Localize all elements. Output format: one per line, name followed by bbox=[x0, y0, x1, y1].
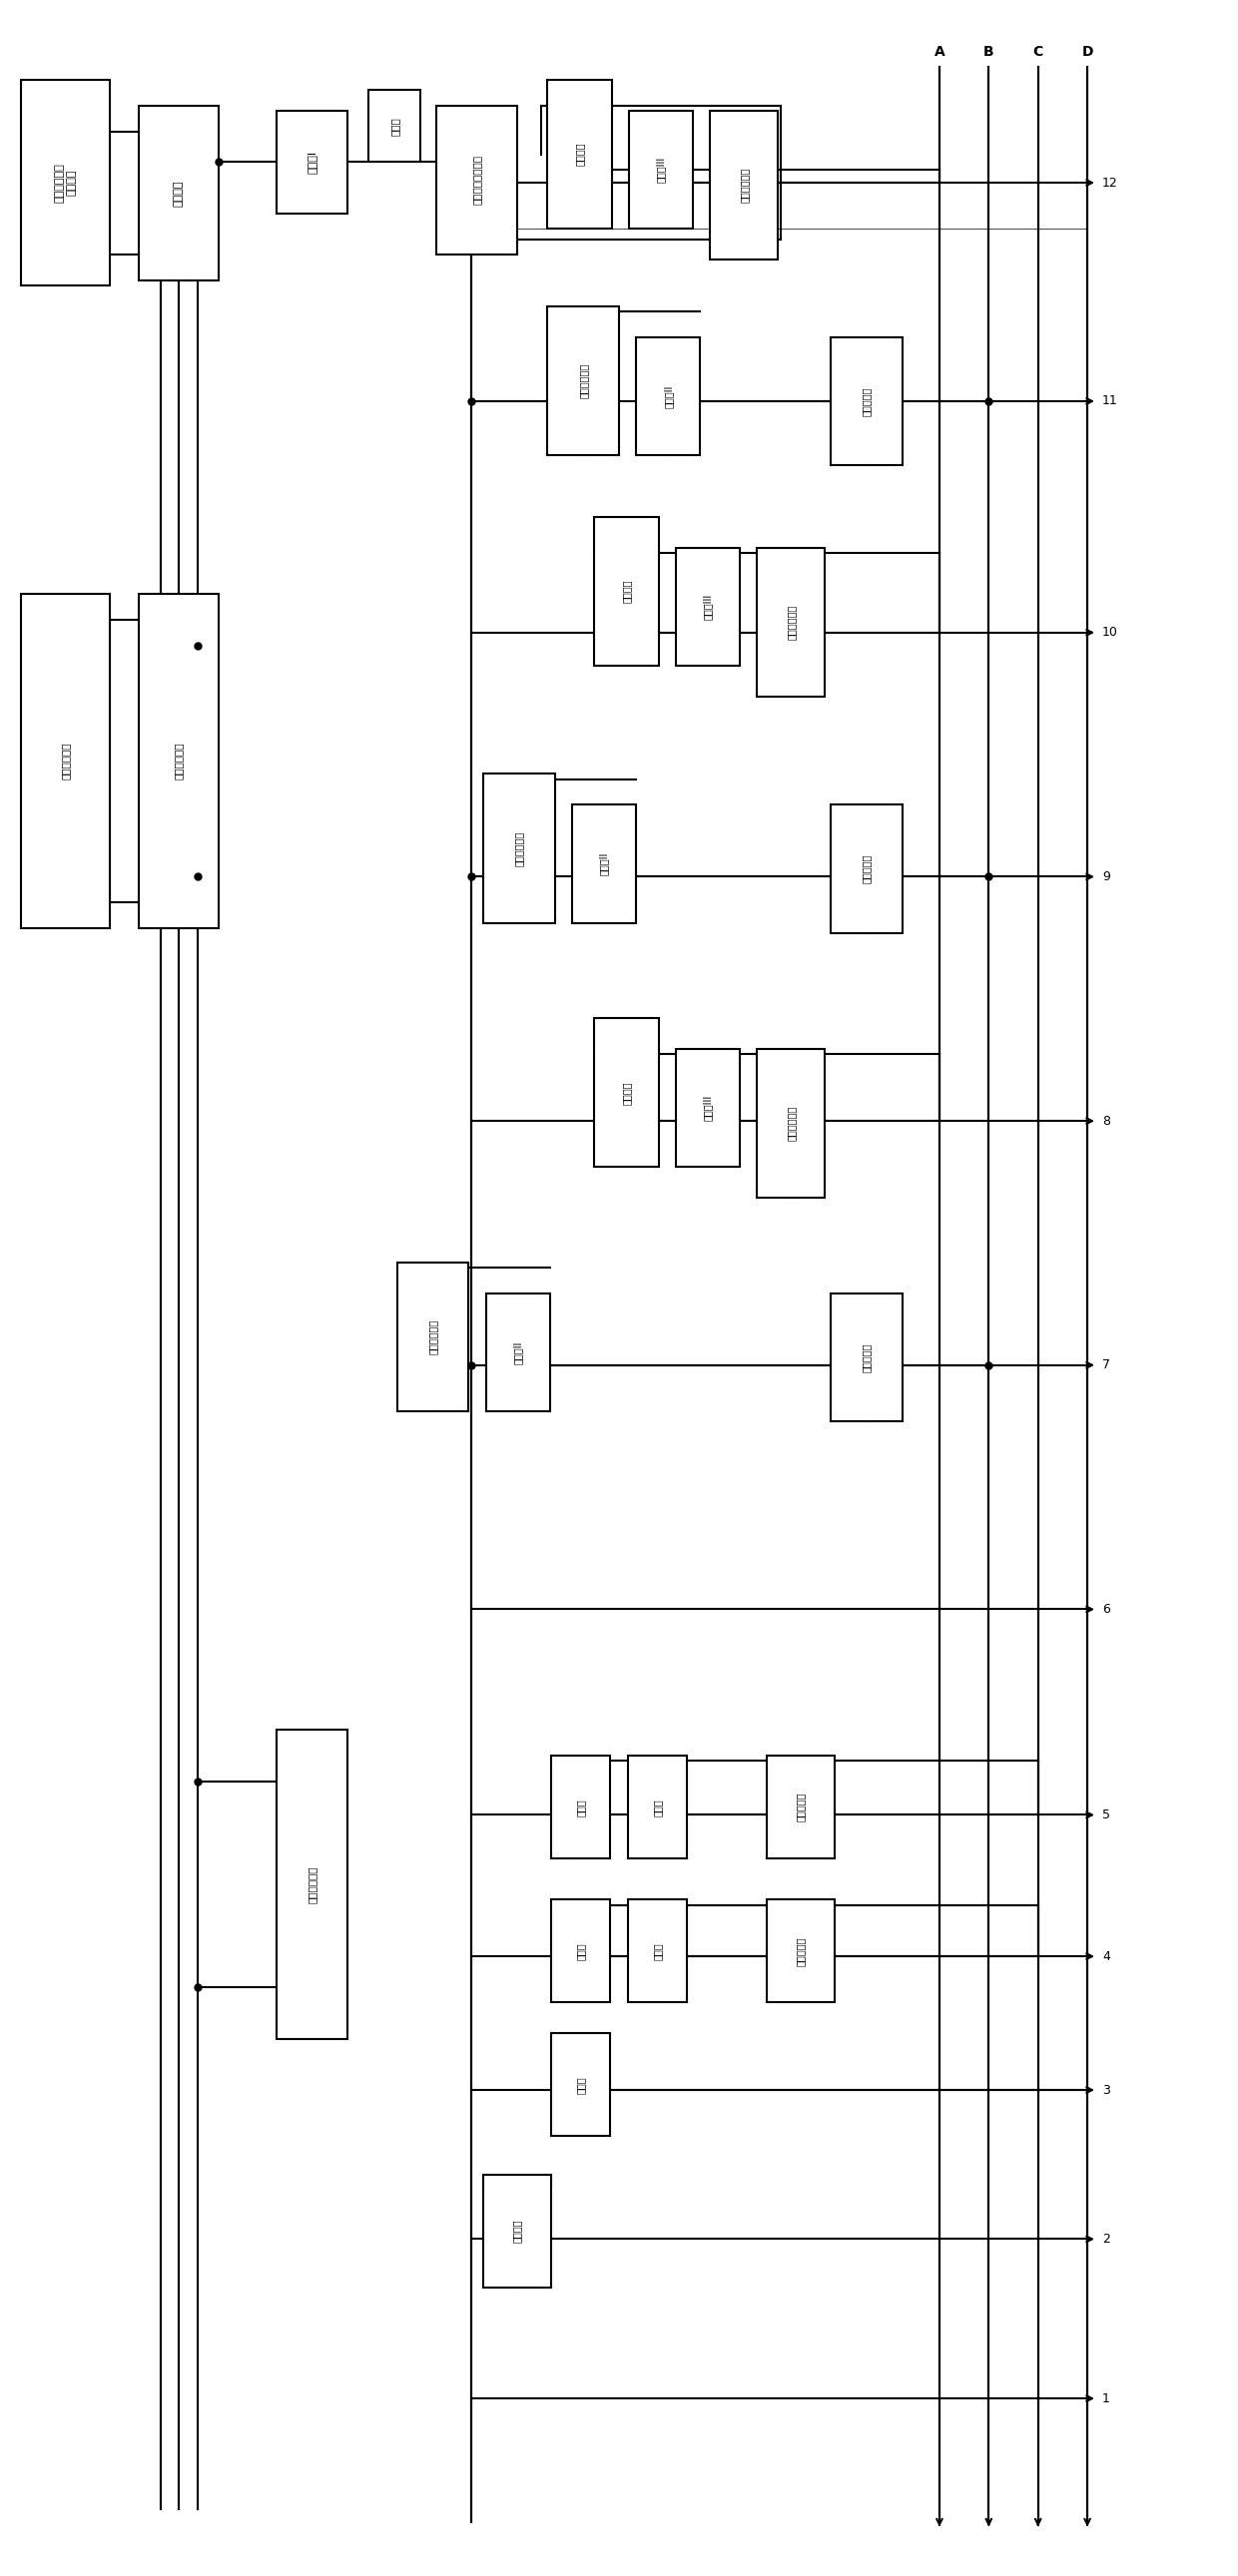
Bar bbox=[483, 2174, 551, 2287]
Bar bbox=[711, 111, 777, 260]
Text: 11: 11 bbox=[1102, 394, 1118, 407]
Bar bbox=[276, 111, 348, 214]
Bar bbox=[628, 1899, 687, 2002]
Bar bbox=[766, 1899, 834, 2002]
Bar bbox=[547, 307, 619, 456]
Bar bbox=[551, 1899, 610, 2002]
Text: 红灯指示单元: 红灯指示单元 bbox=[739, 167, 749, 204]
Bar bbox=[766, 1757, 834, 1860]
Bar bbox=[756, 549, 825, 696]
Text: 控制单元: 控制单元 bbox=[173, 180, 183, 206]
Bar bbox=[629, 111, 693, 229]
Bar bbox=[369, 90, 421, 162]
Bar bbox=[21, 80, 110, 286]
Bar bbox=[485, 1293, 550, 1412]
Text: 电流波检单元: 电流波检单元 bbox=[173, 742, 183, 781]
Point bbox=[979, 1345, 999, 1386]
Text: 6: 6 bbox=[1102, 1602, 1110, 1615]
Text: 9: 9 bbox=[1102, 871, 1110, 884]
Bar bbox=[551, 1757, 610, 1860]
Text: 无线发送控制模块: 无线发送控制模块 bbox=[472, 155, 482, 206]
Text: 红灯指示单元: 红灯指示单元 bbox=[786, 605, 796, 639]
Text: 继电器: 继电器 bbox=[576, 2076, 586, 2094]
Bar bbox=[676, 549, 740, 667]
Point bbox=[188, 855, 208, 896]
Text: A: A bbox=[935, 46, 945, 59]
Bar bbox=[547, 80, 612, 229]
Bar bbox=[139, 595, 218, 927]
Text: 显示器: 显示器 bbox=[390, 116, 400, 137]
Text: 开关电源: 开关电源 bbox=[513, 2221, 522, 2244]
Text: 继电器III: 继电器III bbox=[656, 157, 666, 183]
Text: 继电器: 继电器 bbox=[652, 1942, 662, 1960]
Text: 5: 5 bbox=[1102, 1808, 1110, 1821]
Point bbox=[188, 626, 208, 667]
Text: 电压互感器: 电压互感器 bbox=[796, 1793, 806, 1821]
Bar bbox=[628, 1757, 687, 1860]
Text: 自备电源: 自备电源 bbox=[574, 142, 584, 167]
Text: 12: 12 bbox=[1102, 175, 1118, 188]
Bar bbox=[572, 804, 636, 922]
Bar bbox=[636, 337, 701, 456]
Text: 红灯指示单元: 红灯指示单元 bbox=[786, 1105, 796, 1141]
Text: 继电器: 继电器 bbox=[576, 1798, 586, 1816]
Text: 继电器II: 继电器II bbox=[513, 1340, 522, 1363]
Bar bbox=[831, 804, 903, 933]
Text: 存储器I: 存储器I bbox=[307, 149, 317, 173]
Text: 电压互感器: 电压互感器 bbox=[796, 1937, 806, 1965]
Text: 继电器: 继电器 bbox=[652, 1798, 662, 1816]
Text: 电流互感器: 电流互感器 bbox=[862, 855, 872, 884]
Text: 10: 10 bbox=[1102, 626, 1118, 639]
Bar bbox=[676, 1048, 740, 1167]
Bar bbox=[551, 2032, 610, 2136]
Text: 3: 3 bbox=[1102, 2084, 1110, 2097]
Text: 2: 2 bbox=[1102, 2233, 1110, 2246]
Text: C: C bbox=[1032, 46, 1044, 59]
Point bbox=[462, 1345, 482, 1386]
Text: 自备电源: 自备电源 bbox=[621, 580, 631, 603]
Text: D: D bbox=[1082, 46, 1093, 59]
Bar bbox=[397, 1262, 469, 1412]
Text: 8: 8 bbox=[1102, 1115, 1110, 1128]
Bar bbox=[21, 595, 110, 927]
Point bbox=[979, 381, 999, 422]
Bar bbox=[437, 106, 516, 255]
Point bbox=[979, 855, 999, 896]
Text: 继电器III: 继电器III bbox=[703, 1095, 713, 1121]
Text: 继电器II: 继电器II bbox=[599, 853, 609, 876]
Bar bbox=[594, 518, 659, 667]
Text: 继电器: 继电器 bbox=[576, 1942, 586, 1960]
Text: 自备电源: 自备电源 bbox=[621, 1082, 631, 1105]
Text: 电流互感器: 电流互感器 bbox=[862, 1342, 872, 1373]
Bar bbox=[276, 1731, 348, 2038]
Text: 自备电源放电
检测单元: 自备电源放电 检测单元 bbox=[54, 162, 77, 204]
Bar bbox=[756, 1048, 825, 1198]
Bar bbox=[139, 106, 218, 281]
Text: 绵灯指示单元: 绵灯指示单元 bbox=[514, 832, 524, 866]
Bar bbox=[483, 773, 555, 922]
Text: 继电器III: 继电器III bbox=[703, 592, 713, 621]
Point bbox=[208, 142, 228, 183]
Text: 4: 4 bbox=[1102, 1950, 1110, 1963]
Text: 电流互感器: 电流互感器 bbox=[862, 386, 872, 415]
Point bbox=[188, 1965, 208, 2007]
Bar bbox=[831, 337, 903, 466]
Text: 绿灯指示单元: 绿灯指示单元 bbox=[578, 363, 588, 399]
Text: 1: 1 bbox=[1102, 2393, 1110, 2406]
Text: 绵灯指示单元: 绵灯指示单元 bbox=[428, 1319, 438, 1355]
Bar bbox=[831, 1293, 903, 1422]
Point bbox=[462, 381, 482, 422]
Bar bbox=[594, 1018, 659, 1167]
Text: B: B bbox=[983, 46, 994, 59]
Point bbox=[188, 1762, 208, 1803]
Text: 继电器II: 继电器II bbox=[664, 384, 673, 407]
Text: 7: 7 bbox=[1102, 1358, 1110, 1370]
Text: 电功率检单元: 电功率检单元 bbox=[61, 742, 71, 781]
Text: 电压检测单元: 电压检测单元 bbox=[307, 1865, 317, 1904]
Point bbox=[462, 855, 482, 896]
